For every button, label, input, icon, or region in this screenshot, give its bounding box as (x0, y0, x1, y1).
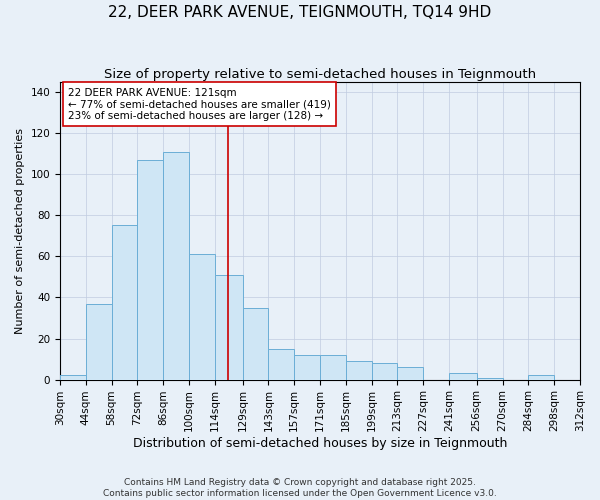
Bar (215, 275, 242, 380)
Bar (477, 378, 503, 380)
Bar (346, 361, 371, 380)
Text: 22 DEER PARK AVENUE: 121sqm
← 77% of semi-detached houses are smaller (419)
23% : 22 DEER PARK AVENUE: 121sqm ← 77% of sem… (68, 88, 331, 121)
Bar (60, 376, 86, 380)
Bar (189, 254, 215, 380)
Bar (86, 304, 112, 380)
Bar (371, 363, 397, 380)
Bar (449, 374, 477, 380)
Y-axis label: Number of semi-detached properties: Number of semi-detached properties (15, 128, 25, 334)
Text: 22, DEER PARK AVENUE, TEIGNMOUTH, TQ14 9HD: 22, DEER PARK AVENUE, TEIGNMOUTH, TQ14 9… (109, 5, 491, 20)
Bar (320, 355, 346, 380)
Bar (268, 349, 294, 380)
Bar (137, 160, 163, 380)
Bar (397, 368, 423, 380)
Bar (242, 308, 268, 380)
Bar (294, 355, 320, 380)
Bar (529, 376, 554, 380)
Text: Contains HM Land Registry data © Crown copyright and database right 2025.
Contai: Contains HM Land Registry data © Crown c… (103, 478, 497, 498)
Bar (112, 226, 137, 380)
Title: Size of property relative to semi-detached houses in Teignmouth: Size of property relative to semi-detach… (104, 68, 536, 80)
Bar (163, 152, 189, 380)
X-axis label: Distribution of semi-detached houses by size in Teignmouth: Distribution of semi-detached houses by … (133, 437, 507, 450)
